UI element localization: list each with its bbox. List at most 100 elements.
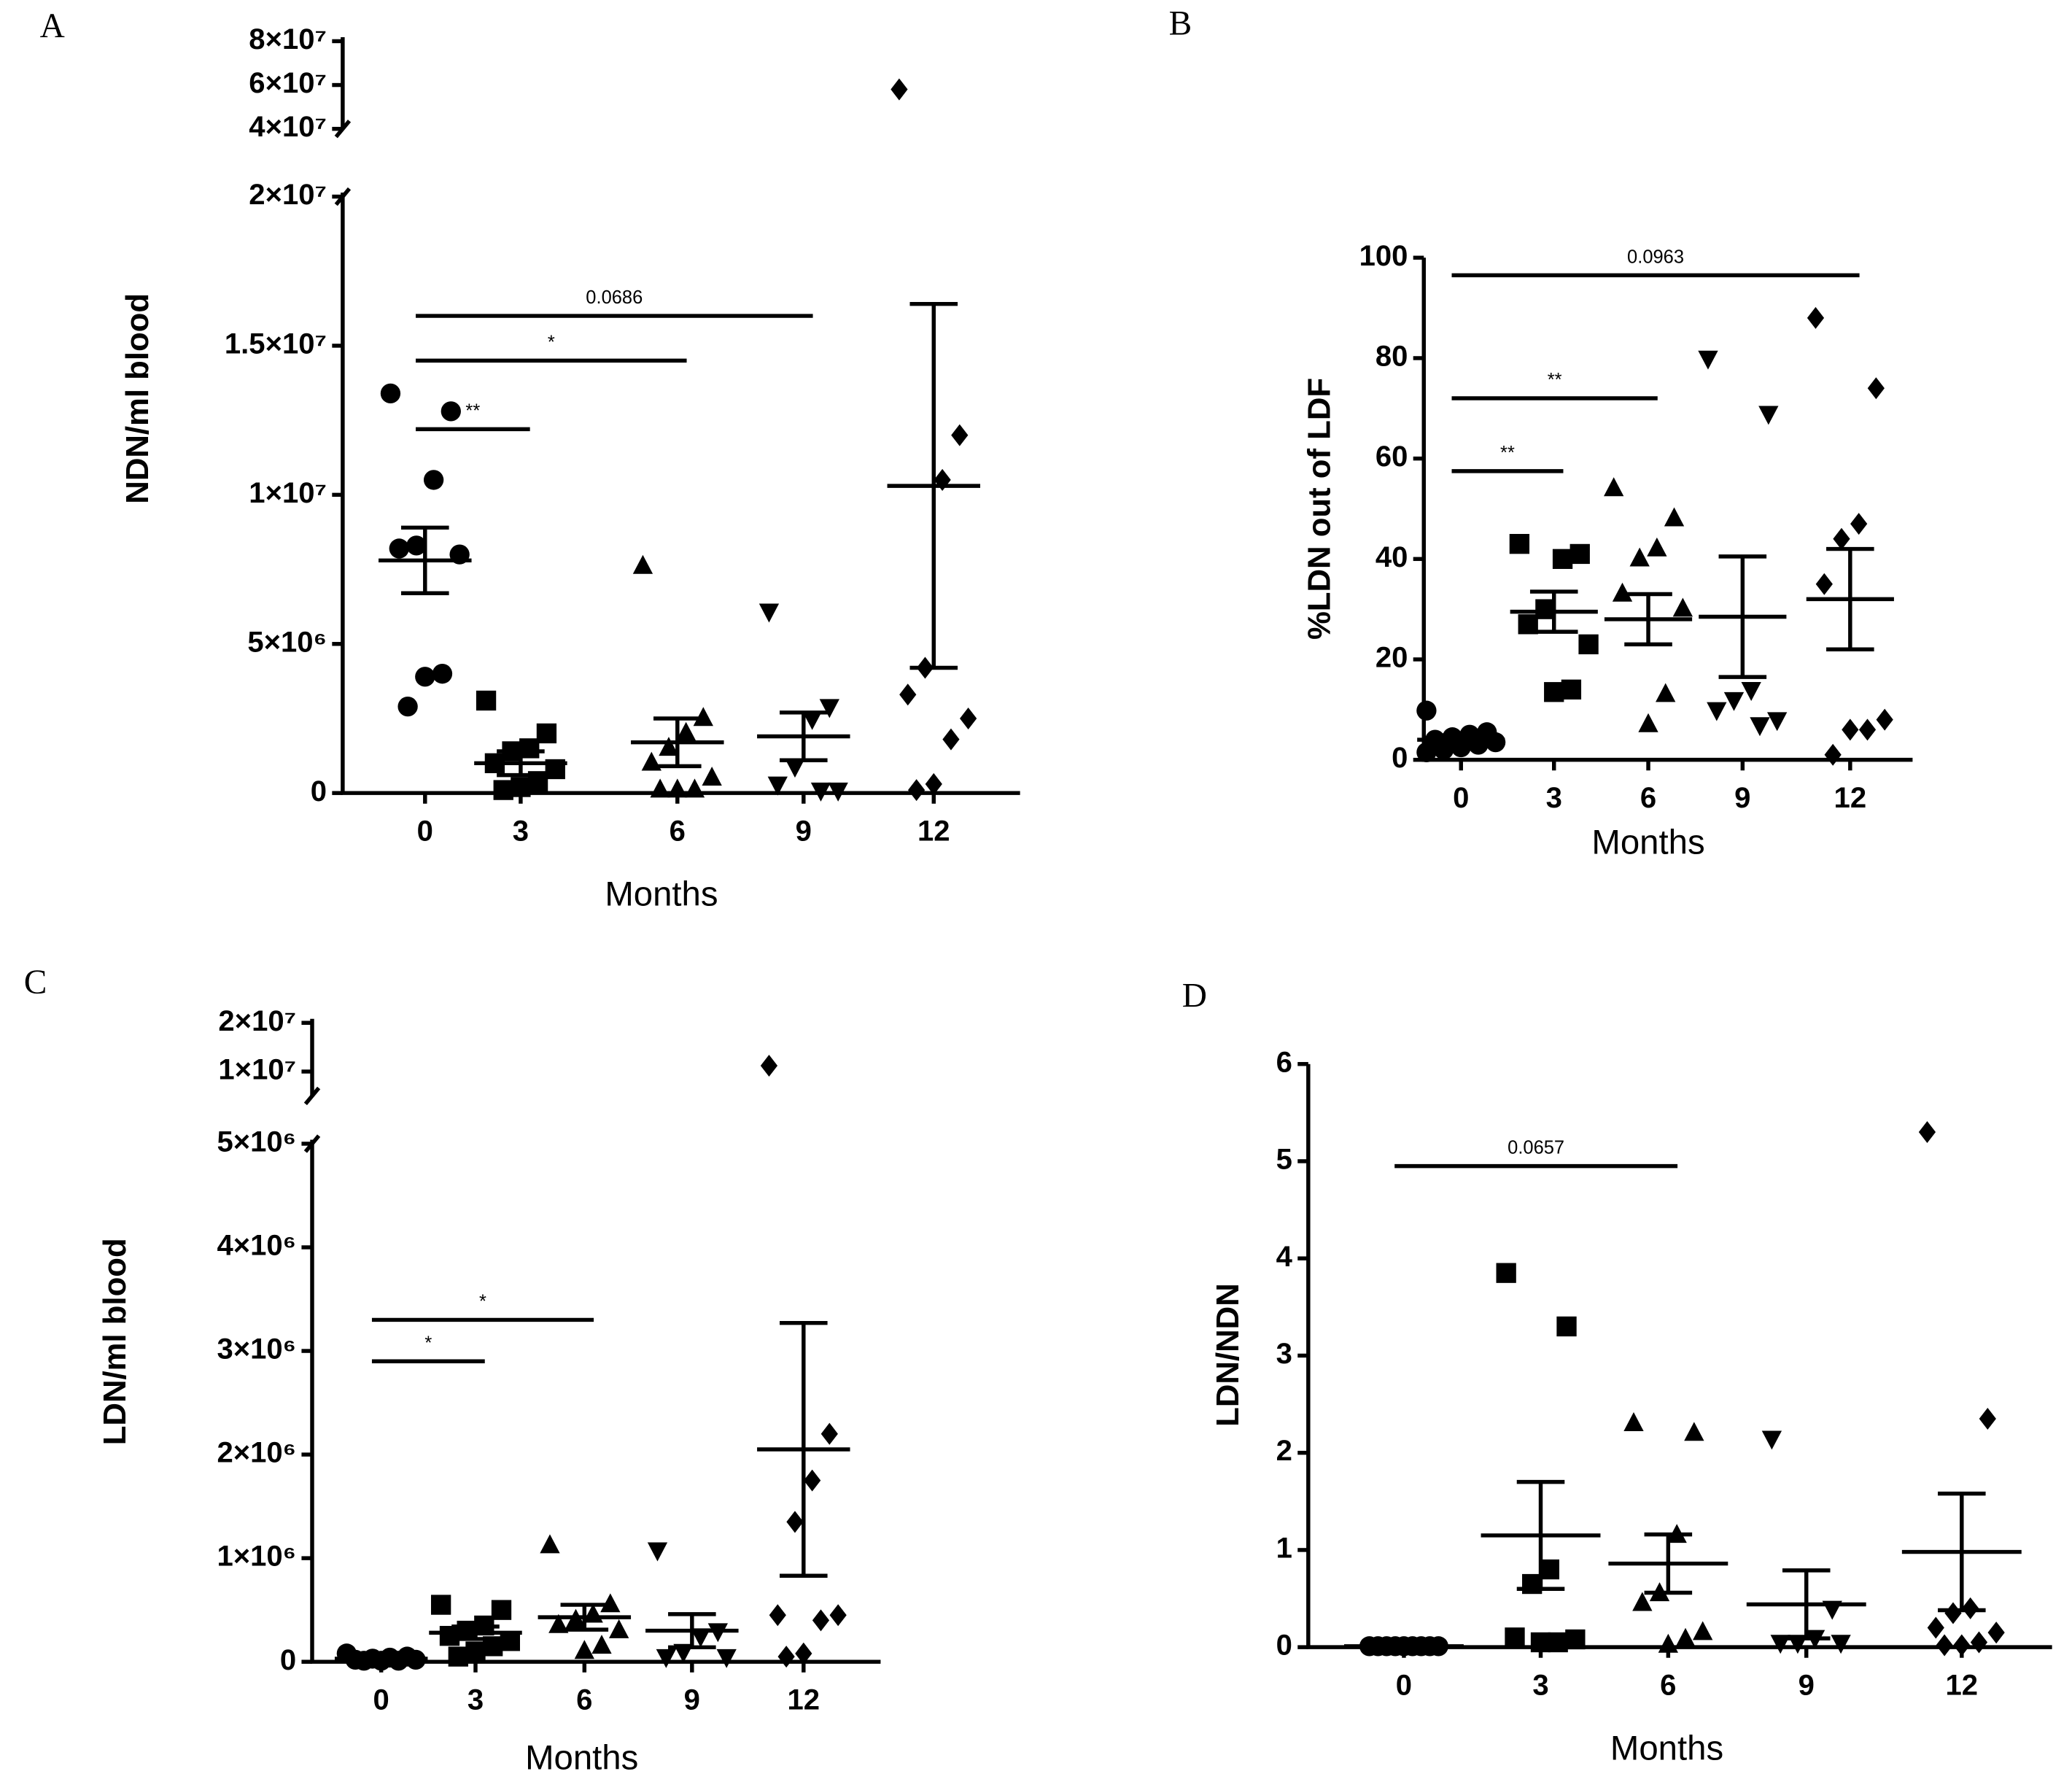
y-tick-label: 2×10⁷ (218, 1005, 296, 1037)
data-point (1927, 1616, 1944, 1639)
y-tick-label: 3 (1276, 1338, 1292, 1370)
data-point (1505, 1627, 1525, 1648)
data-point (423, 470, 444, 490)
data-point (1578, 634, 1599, 654)
significance-label: ** (465, 400, 480, 421)
x-tick-label: 6 (1660, 1669, 1676, 1701)
data-point (702, 767, 722, 786)
data-point (1867, 377, 1885, 400)
data-point (777, 1646, 795, 1668)
data-point (1970, 1631, 1988, 1654)
panel-label: C (24, 964, 47, 1002)
data-point (1953, 1634, 1971, 1657)
data-point (1675, 1627, 1696, 1647)
data-point (1767, 712, 1788, 732)
data-point (511, 777, 531, 797)
data-point (430, 1595, 451, 1615)
data-point (810, 782, 831, 802)
data-point (389, 538, 409, 559)
x-tick-label: 12 (917, 815, 950, 847)
data-point (432, 664, 453, 684)
data-point (1612, 582, 1633, 602)
data-point (716, 1649, 737, 1668)
data-point (693, 707, 713, 727)
data-point (1944, 1602, 1962, 1624)
y-tick-label: 5 (1276, 1144, 1292, 1176)
data-point (1741, 682, 1761, 702)
x-tick-label: 0 (417, 815, 433, 847)
data-point (942, 728, 960, 751)
panel-label: D (1182, 977, 1207, 1015)
data-point (1842, 718, 1859, 741)
data-point (820, 1422, 838, 1445)
data-point (1565, 1629, 1586, 1650)
data-point (1693, 1621, 1713, 1640)
data-point (1623, 1411, 1644, 1431)
x-tick-label: 3 (513, 815, 529, 847)
data-point (812, 1609, 830, 1632)
y-tick-label: 0 (280, 1644, 296, 1676)
data-point (1850, 513, 1868, 535)
x-axis-label: Months (605, 875, 718, 914)
y-tick-label: 3×10⁶ (217, 1333, 296, 1365)
y-tick-label: 4×10⁶ (217, 1230, 296, 1262)
data-point (1979, 1408, 1996, 1430)
y-tick-label: 2×10⁷ (249, 179, 327, 211)
data-point (493, 780, 513, 800)
y-tick-label: 20 (1375, 642, 1408, 674)
x-tick-label: 9 (1734, 782, 1750, 814)
y-tick-label: 1×10⁷ (249, 477, 327, 509)
data-point (1824, 743, 1842, 766)
data-point (1632, 1592, 1653, 1611)
data-point (1638, 713, 1658, 732)
data-point (1548, 1632, 1568, 1653)
data-point (1761, 1430, 1782, 1450)
data-point (1815, 573, 1833, 595)
panel-label: B (1169, 4, 1192, 42)
significance-label: * (479, 1292, 486, 1312)
data-point (785, 759, 805, 778)
y-tick-label: 8×10⁷ (249, 23, 327, 55)
data-point (1530, 1632, 1551, 1653)
y-axis-label: NDN/ml blood (120, 293, 155, 504)
data-point (1831, 1635, 1851, 1654)
significance-label: 0.0657 (1508, 1138, 1564, 1158)
panel-label: A (40, 7, 65, 45)
data-point (1647, 537, 1667, 557)
y-tick-label: 1.5×10⁷ (225, 328, 327, 360)
y-tick-label: 5×10⁶ (247, 626, 327, 658)
x-tick-label: 6 (670, 815, 686, 847)
data-point (650, 778, 670, 798)
y-tick-label: 60 (1375, 441, 1408, 473)
significance-label: 0.0686 (586, 287, 643, 308)
y-axis-label: LDN/ml blood (97, 1238, 133, 1445)
y-tick-label: 0 (1392, 742, 1408, 774)
data-point (1664, 507, 1685, 527)
data-point (659, 737, 679, 756)
x-tick-label: 12 (1834, 782, 1867, 814)
y-tick-label: 6×10⁷ (249, 67, 327, 99)
x-tick-label: 12 (1946, 1669, 1979, 1701)
data-point (574, 1640, 594, 1659)
data-point (632, 554, 653, 574)
data-point (1629, 547, 1650, 567)
data-point (1604, 477, 1624, 497)
data-point (536, 723, 557, 744)
data-point (802, 710, 823, 730)
data-point (1658, 1633, 1678, 1653)
y-axis-label: LDN/NDN (1210, 1283, 1246, 1427)
data-point (960, 707, 977, 730)
data-point (1758, 406, 1779, 425)
x-tick-label: 0 (373, 1684, 389, 1716)
data-point (415, 667, 435, 687)
data-point (675, 721, 697, 741)
x-tick-label: 6 (576, 1684, 592, 1716)
y-tick-label: 2×10⁶ (217, 1437, 296, 1469)
data-point (1416, 700, 1437, 721)
y-tick-label: 100 (1359, 240, 1408, 272)
y-tick-label: 0 (1276, 1630, 1292, 1662)
data-point (1485, 732, 1506, 753)
data-point (1918, 1120, 1936, 1143)
data-point (758, 603, 780, 623)
